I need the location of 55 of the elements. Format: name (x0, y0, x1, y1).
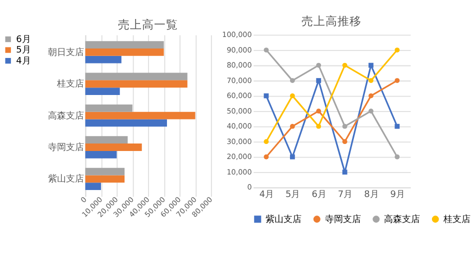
y-tick-label: 90,000 (226, 45, 252, 54)
x-tick-label: 7月 (338, 190, 353, 200)
legend-label: 4月 (16, 56, 31, 66)
point (316, 108, 322, 114)
legend-label: 5月 (16, 46, 31, 56)
y-tick-label: 50,000 (226, 106, 252, 116)
point (342, 124, 348, 129)
x-tick-label: 8月 (364, 190, 379, 200)
point (368, 93, 374, 98)
legend-label: 高森支店 (384, 214, 420, 225)
y-tick-label: 高森支店 (48, 110, 84, 122)
y-tick-label: 30,000 (226, 136, 252, 146)
y-tick-label: 20,000 (226, 152, 252, 162)
point (394, 154, 400, 160)
point (290, 93, 295, 98)
chart-title: 売上高一覧 (118, 17, 178, 32)
point (368, 108, 374, 114)
point (264, 93, 269, 98)
point (316, 124, 322, 129)
point (290, 154, 295, 160)
y-tick-label: 0 (247, 182, 252, 192)
y-tick-label: 60,000 (226, 91, 252, 100)
y-tick-label: 40,000 (226, 122, 252, 131)
x-tick-label: 4月 (259, 190, 274, 200)
y-tick-label: 紫山支店 (48, 174, 84, 185)
point (290, 78, 295, 84)
point (368, 78, 374, 84)
x-tick-label: 5月 (286, 190, 300, 200)
point (342, 139, 348, 144)
point (394, 78, 400, 84)
y-tick-label: 70,000 (226, 76, 252, 85)
point (316, 78, 322, 84)
point (394, 124, 400, 129)
y-tick-label: 寺岡支店 (48, 142, 84, 153)
y-tick-label: 桂支店 (56, 78, 84, 90)
x-tick-label: 9月 (390, 190, 405, 200)
point (264, 139, 269, 144)
y-tick-label: 朝日支店 (48, 46, 84, 58)
chart-title: 売上高推移 (302, 14, 362, 28)
legend-label: 6月 (16, 34, 31, 45)
legend-label: 桂支店 (442, 214, 470, 225)
y-tick-label: 100,000 (222, 30, 252, 40)
point (342, 62, 348, 68)
y-tick-label: 10,000 (226, 167, 252, 176)
point (264, 48, 269, 52)
point (394, 48, 400, 52)
point (264, 154, 269, 160)
point (316, 62, 322, 68)
point (290, 124, 295, 129)
legend-label: 紫山支店 (266, 214, 302, 225)
x-tick-label: 6月 (312, 190, 326, 200)
legend-label: 寺岡支店 (324, 214, 361, 225)
y-tick-label: 80,000 (226, 60, 252, 70)
point (342, 170, 348, 175)
point (368, 62, 374, 68)
